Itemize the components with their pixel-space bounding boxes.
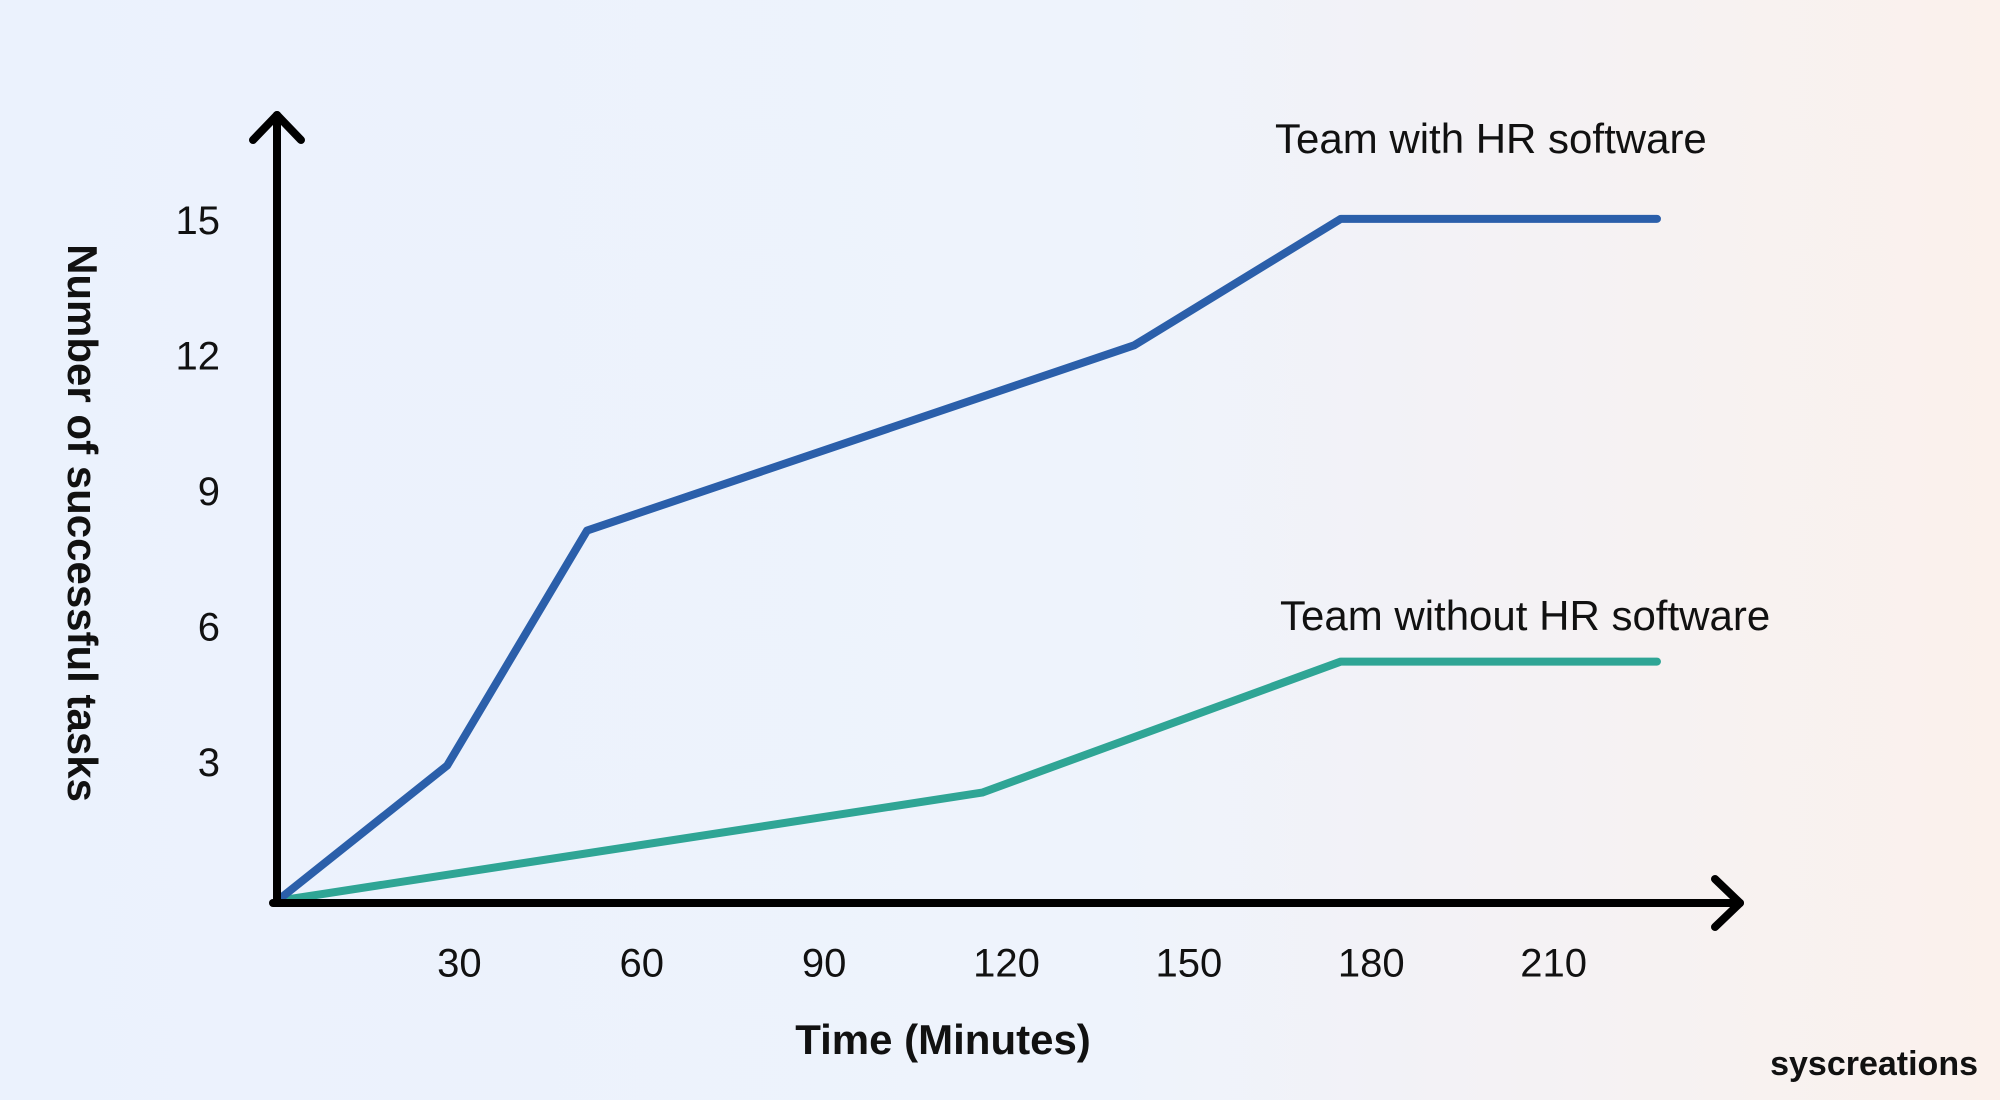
y-tick-label: 9: [198, 470, 220, 514]
x-tick-label: 210: [1520, 942, 1587, 986]
y-tick-label: 3: [198, 741, 220, 785]
x-tick-label: 180: [1338, 942, 1405, 986]
x-tick-label: 90: [802, 942, 847, 986]
axes: [249, 111, 1744, 931]
series-label: Team with HR software: [1275, 115, 1707, 162]
y-tick-label: 15: [176, 199, 221, 243]
x-tick-label: 150: [1156, 942, 1223, 986]
line-series: [273, 657, 1661, 905]
y-tick-label: 6: [198, 606, 220, 650]
brand-logo: syscreations: [1770, 1045, 1978, 1083]
x-tick-label: 120: [973, 942, 1040, 986]
line-series: [273, 214, 1661, 905]
x-tick-label: 30: [437, 942, 482, 986]
y-tick-label: 12: [176, 334, 221, 378]
series-label: Team without HR software: [1280, 592, 1770, 639]
x-axis-title: Time (Minutes): [795, 1016, 1091, 1063]
y-axis-title: Number of successful tasks: [59, 244, 106, 802]
x-tick-label: 60: [620, 942, 665, 986]
